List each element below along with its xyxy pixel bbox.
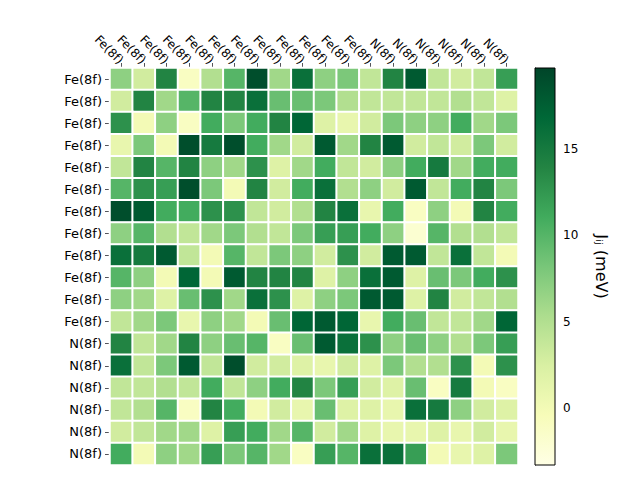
svg-text:Fe(8f): Fe(8f) [205, 32, 240, 67]
svg-text:Fe(8f): Fe(8f) [341, 32, 376, 67]
svg-text:Fe(8f): Fe(8f) [64, 160, 102, 175]
svg-text:Fe(8f): Fe(8f) [64, 248, 102, 263]
svg-text:N(8f): N(8f) [69, 380, 102, 395]
svg-text:Jᵢⱼ (meV): Jᵢⱼ (meV) [592, 233, 611, 298]
svg-text:N(8f): N(8f) [69, 358, 102, 373]
svg-text:N(8f): N(8f) [389, 35, 421, 67]
svg-text:N(8f): N(8f) [435, 35, 467, 67]
svg-text:N(8f): N(8f) [69, 336, 102, 351]
svg-text:Fe(8f): Fe(8f) [64, 270, 102, 285]
svg-text:N(8f): N(8f) [69, 446, 102, 461]
svg-text:Fe(8f): Fe(8f) [159, 32, 195, 67]
svg-text:Fe(8f): Fe(8f) [64, 116, 102, 131]
svg-text:N(8f): N(8f) [412, 35, 444, 67]
svg-text:5: 5 [563, 315, 571, 329]
svg-text:Fe(8f): Fe(8f) [227, 32, 263, 67]
svg-text:Fe(8f): Fe(8f) [273, 32, 308, 67]
svg-text:10: 10 [563, 228, 578, 242]
svg-text:Fe(8f): Fe(8f) [64, 138, 102, 153]
svg-text:Fe(8f): Fe(8f) [318, 32, 353, 67]
svg-text:Fe(8f): Fe(8f) [182, 32, 217, 67]
svg-text:Fe(8f): Fe(8f) [250, 32, 285, 67]
svg-text:N(8f): N(8f) [457, 35, 489, 67]
svg-text:Fe(8f): Fe(8f) [137, 32, 172, 67]
svg-text:Fe(8f): Fe(8f) [64, 204, 102, 219]
svg-text:15: 15 [563, 142, 578, 156]
svg-text:N(8f): N(8f) [69, 402, 102, 417]
svg-text:N(8f): N(8f) [480, 36, 511, 67]
svg-text:N(8f): N(8f) [367, 35, 399, 67]
svg-text:Fe(8f): Fe(8f) [295, 32, 331, 67]
svg-text:Fe(8f): Fe(8f) [64, 94, 102, 109]
svg-text:Fe(8f): Fe(8f) [64, 182, 102, 197]
svg-text:Fe(8f): Fe(8f) [64, 72, 102, 87]
svg-text:Fe(8f): Fe(8f) [91, 32, 127, 67]
svg-text:N(8f): N(8f) [69, 424, 102, 439]
svg-text:Fe(8f): Fe(8f) [114, 32, 149, 67]
svg-text:Fe(8f): Fe(8f) [64, 314, 102, 329]
svg-text:0: 0 [563, 401, 571, 415]
svg-text:Fe(8f): Fe(8f) [64, 226, 102, 241]
svg-text:Fe(8f): Fe(8f) [64, 292, 102, 307]
